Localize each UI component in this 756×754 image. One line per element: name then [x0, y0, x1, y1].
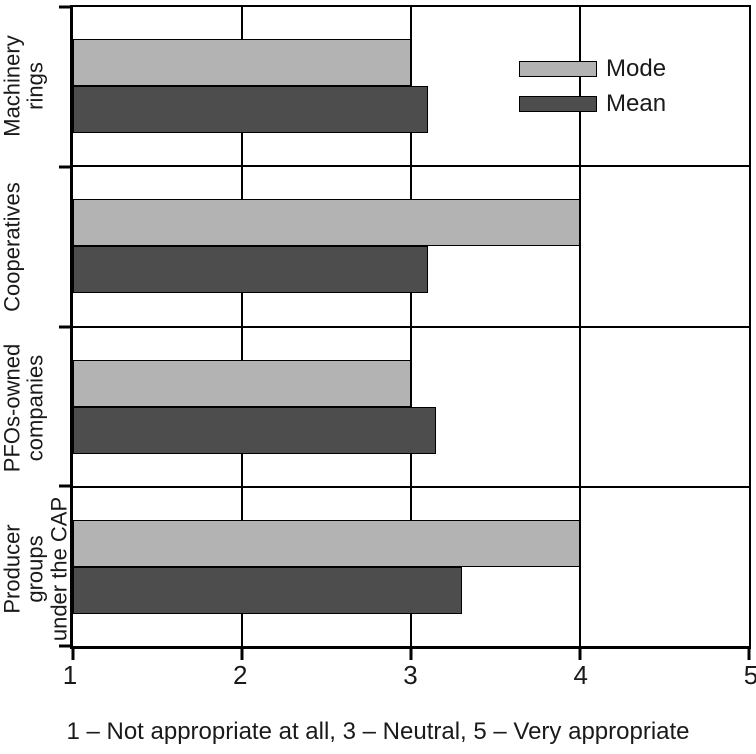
bar-mode-4 [73, 519, 580, 567]
bar-mean-4 [73, 566, 462, 614]
category-panel-1 [73, 7, 749, 168]
bar-mode-2 [73, 199, 580, 247]
legend-label-mode: Mode [606, 55, 667, 82]
legend-row-mean: Mean [519, 90, 666, 118]
y-axis-tick-3 [59, 484, 70, 488]
x-axis-tick-3 [409, 649, 413, 660]
bar-mode-1 [73, 39, 411, 87]
x-axis-tick-5 [747, 649, 751, 660]
bar-mean-2 [73, 246, 428, 294]
bar-mode-3 [73, 359, 411, 407]
category-panel-3 [73, 328, 749, 488]
category-label-line: Machinery [0, 34, 24, 137]
x-tick-label-2: 2 [233, 660, 248, 690]
x-axis-tick-1 [71, 649, 75, 660]
legend-swatch-mode [519, 61, 597, 77]
category-panel-2 [73, 167, 749, 328]
panels-layer [73, 7, 749, 646]
axis-scale-caption: 1 – Not appropriate at all, 3 – Neutral,… [66, 718, 690, 745]
category-label-line: under the CAP [45, 496, 71, 641]
x-tick-label-4: 4 [573, 660, 588, 690]
legend-row-mode: Mode [519, 55, 666, 83]
x-axis-tick-2 [240, 649, 244, 660]
x-tick-label-1: 1 [62, 660, 78, 690]
legend-label-mean: Mean [606, 90, 667, 117]
y-axis-tick-1 [59, 165, 70, 169]
category-label-2: Cooperatives [0, 166, 56, 327]
x-axis-tick-4 [578, 649, 582, 660]
x-tick-label-3: 3 [403, 660, 418, 690]
bar-mean-1 [73, 86, 428, 134]
category-label-line: companies [22, 354, 48, 461]
category-panel-4 [73, 488, 749, 646]
legend: Mode Mean [519, 55, 666, 125]
y-axis-tick-4 [59, 644, 70, 648]
category-label-line: Cooperatives [0, 181, 24, 312]
legend-swatch-mean [519, 96, 597, 112]
category-label-1: Machinery rings [0, 5, 56, 166]
bar-mean-3 [73, 406, 437, 454]
x-tick-label-5: 5 [743, 660, 756, 690]
y-axis-tick-0 [59, 5, 70, 9]
plot-area: Mode Mean [59, 5, 751, 660]
category-label-3: PFOs-owned companies [0, 327, 56, 488]
category-label-4: Producer groups under the CAP [0, 488, 71, 649]
category-label-line: PFOs-owned [0, 343, 24, 472]
category-label-line: Producer groups [0, 523, 48, 614]
y-axis-tick-2 [59, 325, 70, 328]
category-label-line: rings [22, 61, 48, 110]
